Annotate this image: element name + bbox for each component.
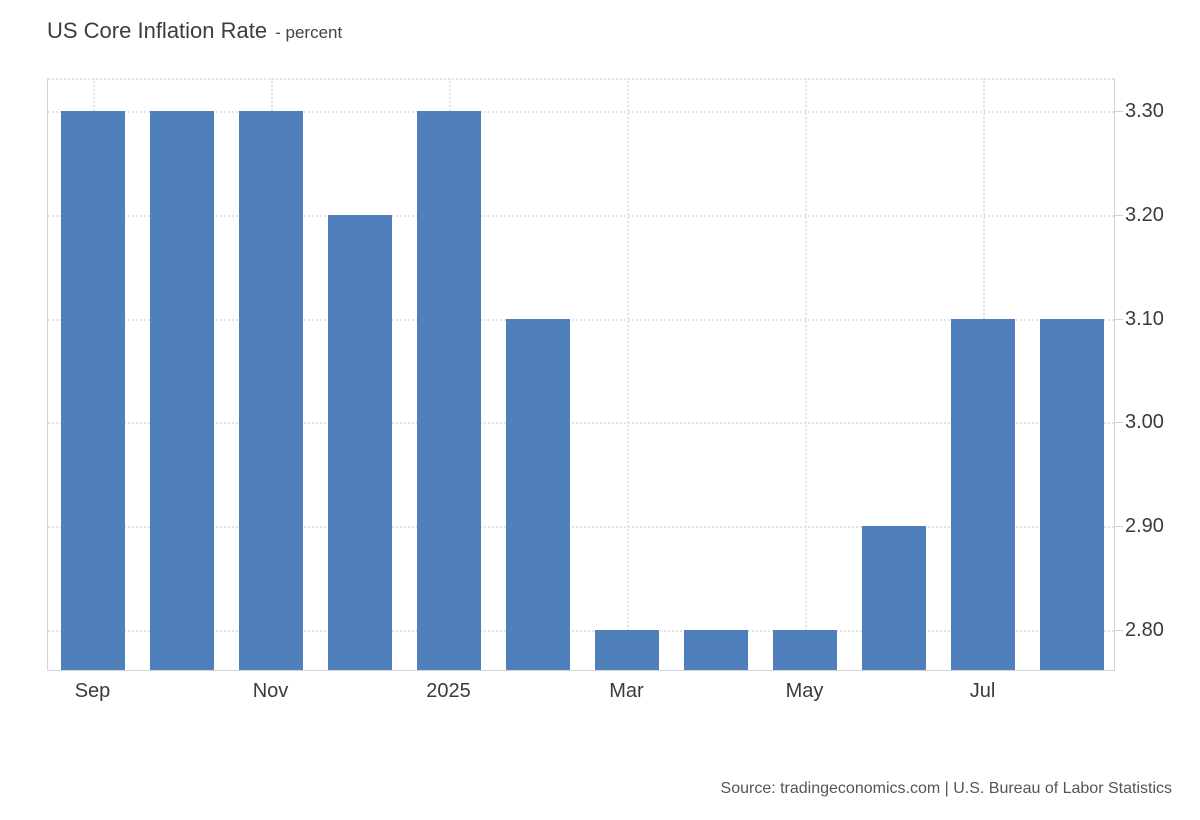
y-axis-tick bbox=[1114, 629, 1123, 631]
bar[interactable] bbox=[149, 111, 214, 670]
bar[interactable] bbox=[594, 629, 659, 670]
x-gridline bbox=[804, 78, 807, 670]
y-axis-tick bbox=[1114, 214, 1123, 216]
y-axis-tick bbox=[1114, 318, 1123, 320]
y-axis-label: 3.20 bbox=[1125, 203, 1164, 226]
y-gridline bbox=[48, 111, 1114, 114]
x-axis-label: Jul bbox=[969, 680, 996, 702]
y-axis-tick bbox=[1114, 422, 1123, 424]
y-axis-tick bbox=[1114, 111, 1123, 113]
bar[interactable] bbox=[60, 111, 125, 670]
x-axis-label: Mar bbox=[609, 680, 644, 702]
y-axis-label: 3.30 bbox=[1125, 100, 1164, 123]
bar[interactable] bbox=[1039, 318, 1104, 670]
chart-subtitle: - percent bbox=[275, 23, 343, 42]
plot-top-border bbox=[48, 78, 1114, 80]
y-gridline bbox=[48, 422, 1114, 425]
chart-header: US Core Inflation Rate - percent bbox=[47, 18, 342, 44]
x-axis-label: Sep bbox=[74, 680, 111, 702]
y-gridline bbox=[48, 214, 1114, 217]
plot-area: 3.30 3.20 3.10 3.00 2.90 2.80 Sep Nov 2025 Mar May… bbox=[47, 78, 1164, 702]
y-axis-tick bbox=[1114, 525, 1123, 527]
x-gridline bbox=[626, 78, 629, 670]
bar[interactable] bbox=[950, 318, 1015, 670]
x-axis-label: Nov bbox=[252, 680, 289, 702]
y-axis-label: 3.10 bbox=[1125, 307, 1164, 330]
bar[interactable] bbox=[772, 629, 837, 670]
source-attribution: Source: tradingeconomics.com | U.S. Bure… bbox=[720, 780, 1172, 797]
bar[interactable] bbox=[327, 214, 392, 670]
y-axis-label: 2.80 bbox=[1125, 618, 1164, 641]
y-axis-label: 3.00 bbox=[1125, 411, 1164, 434]
bar[interactable] bbox=[683, 629, 748, 670]
chart-title: US Core Inflation Rate bbox=[47, 18, 268, 43]
y-gridline bbox=[48, 629, 1114, 632]
bar[interactable] bbox=[416, 111, 481, 670]
y-gridline bbox=[48, 318, 1114, 321]
x-axis-label: May bbox=[785, 680, 824, 702]
y-axis-label: 2.90 bbox=[1125, 514, 1164, 537]
bar[interactable] bbox=[861, 525, 926, 670]
y-gridline bbox=[48, 525, 1114, 528]
x-axis-label: 2025 bbox=[426, 680, 471, 702]
bar[interactable] bbox=[505, 318, 570, 670]
bar[interactable] bbox=[238, 111, 303, 670]
